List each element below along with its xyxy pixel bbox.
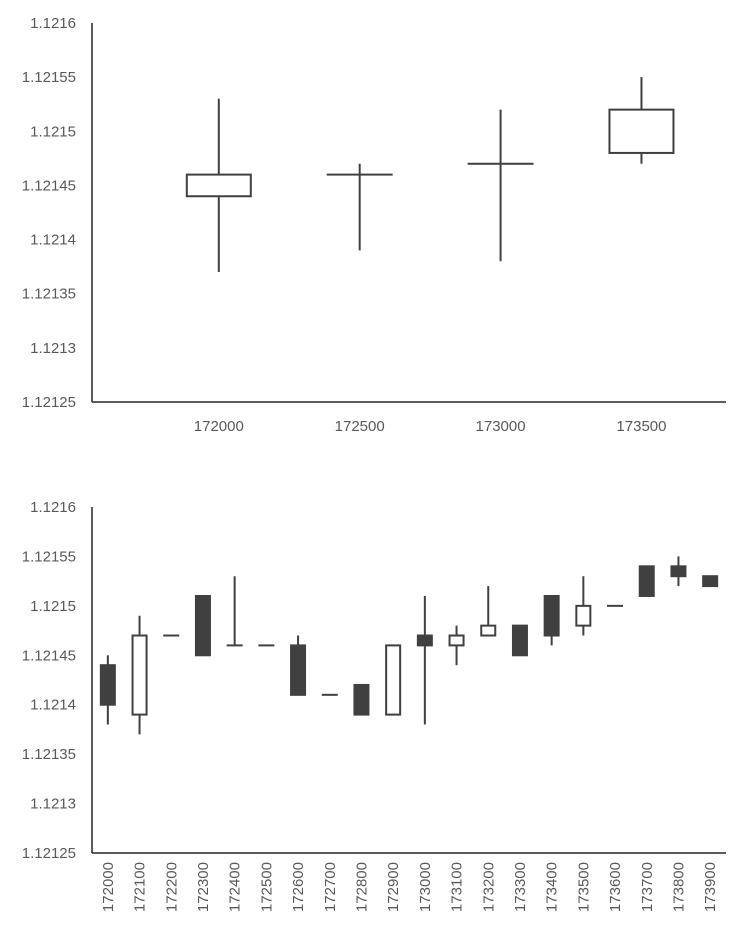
candle-bottom bbox=[416, 595, 433, 725]
candle-bottom bbox=[226, 576, 243, 647]
y-tick-label: 1.1215 bbox=[30, 123, 76, 140]
candle-body bbox=[670, 565, 687, 578]
x-tick-label: 173700 bbox=[639, 862, 656, 912]
x-tick-label: 173200 bbox=[480, 862, 497, 912]
y-tick-label: 1.12145 bbox=[22, 177, 76, 194]
x-tick-label: 172900 bbox=[385, 862, 402, 912]
candle-body bbox=[511, 624, 528, 657]
candle-top bbox=[326, 163, 393, 251]
y-tick-label: 1.1215 bbox=[30, 598, 76, 615]
y-tick-label: 1.1213 bbox=[30, 796, 76, 813]
y-tick-label: 1.12125 bbox=[22, 394, 76, 411]
x-tick-label: 172400 bbox=[227, 862, 244, 912]
candle-body bbox=[353, 683, 370, 716]
y-tick-label: 1.12135 bbox=[22, 286, 76, 303]
candle-body bbox=[448, 634, 465, 647]
candle-top bbox=[608, 77, 675, 164]
x-tick-label: 172500 bbox=[335, 418, 385, 435]
candle-bottom bbox=[99, 655, 116, 725]
candle-bottom bbox=[353, 683, 370, 716]
candle-bottom bbox=[290, 635, 307, 696]
candle-bottom bbox=[638, 565, 655, 597]
y-tick-label: 1.12125 bbox=[22, 845, 76, 862]
x-tick-label: 173600 bbox=[607, 862, 624, 912]
candle-bottom bbox=[448, 625, 465, 666]
y-tick-label: 1.1216 bbox=[30, 15, 76, 32]
x-tick-label: 173100 bbox=[449, 862, 466, 912]
candle-body bbox=[608, 108, 675, 154]
candle-bottom bbox=[385, 644, 402, 716]
x-tick-label: 172500 bbox=[258, 862, 275, 912]
candlestick-chart-top: 1.1216 1.12155 1.1215 1.12145 1.1214 1.12135 1… bbox=[22, 15, 726, 435]
candle-body bbox=[416, 634, 433, 647]
x-tick-label: 172700 bbox=[322, 862, 339, 912]
candle-body bbox=[702, 575, 719, 588]
x-tick-label: 172200 bbox=[163, 862, 180, 912]
x-tick-label: 173800 bbox=[670, 862, 687, 912]
candle-body bbox=[385, 644, 402, 716]
x-tick-label: 172000 bbox=[194, 418, 244, 435]
x-tick-label: 172300 bbox=[195, 862, 212, 912]
x-tick-label: 173500 bbox=[575, 862, 592, 912]
y-tick-label: 1.12155 bbox=[22, 548, 76, 565]
candle-bottom bbox=[543, 594, 560, 646]
candle-bottom bbox=[702, 575, 719, 588]
x-tick-label: 173900 bbox=[702, 862, 719, 912]
candle-top bbox=[185, 98, 252, 273]
candle-body bbox=[99, 664, 116, 706]
candle-body bbox=[543, 594, 560, 637]
candlestick-chart-bottom: 1.1216 1.12155 1.1215 1.12145 1.1214 1.12135 1… bbox=[22, 499, 726, 912]
candle-body bbox=[638, 565, 655, 597]
candle-bottom bbox=[131, 615, 148, 735]
candle-body bbox=[185, 173, 252, 198]
candle-top bbox=[467, 109, 534, 262]
y-tick-label: 1.12155 bbox=[22, 69, 76, 86]
x-tick-label: 173500 bbox=[616, 418, 666, 435]
x-tick-label: 173000 bbox=[417, 862, 434, 912]
candle-body bbox=[480, 624, 497, 637]
candle-body bbox=[131, 634, 148, 716]
x-tick-label: 173400 bbox=[544, 862, 561, 912]
y-tick-label: 1.1213 bbox=[30, 340, 76, 357]
x-tick-label: 173300 bbox=[512, 862, 529, 912]
candle-bottom bbox=[480, 586, 497, 637]
candle-bottom bbox=[194, 594, 211, 657]
x-tick-label: 172100 bbox=[132, 862, 149, 912]
x-tick-label: 173000 bbox=[476, 418, 526, 435]
y-tick-label: 1.1214 bbox=[30, 697, 76, 714]
candle-body bbox=[290, 644, 307, 696]
y-tick-label: 1.1216 bbox=[30, 499, 76, 516]
y-tick-label: 1.12135 bbox=[22, 746, 76, 763]
x-tick-label: 172600 bbox=[290, 862, 307, 912]
candle-bottom bbox=[670, 556, 687, 587]
candle-bottom bbox=[511, 624, 528, 657]
y-tick-label: 1.12145 bbox=[22, 647, 76, 664]
x-tick-label: 172000 bbox=[100, 862, 117, 912]
candle-body bbox=[194, 594, 211, 657]
x-tick-label: 172800 bbox=[353, 862, 370, 912]
candle-body bbox=[575, 604, 592, 627]
y-tick-label: 1.1214 bbox=[30, 232, 76, 249]
candle-bottom bbox=[575, 576, 592, 636]
